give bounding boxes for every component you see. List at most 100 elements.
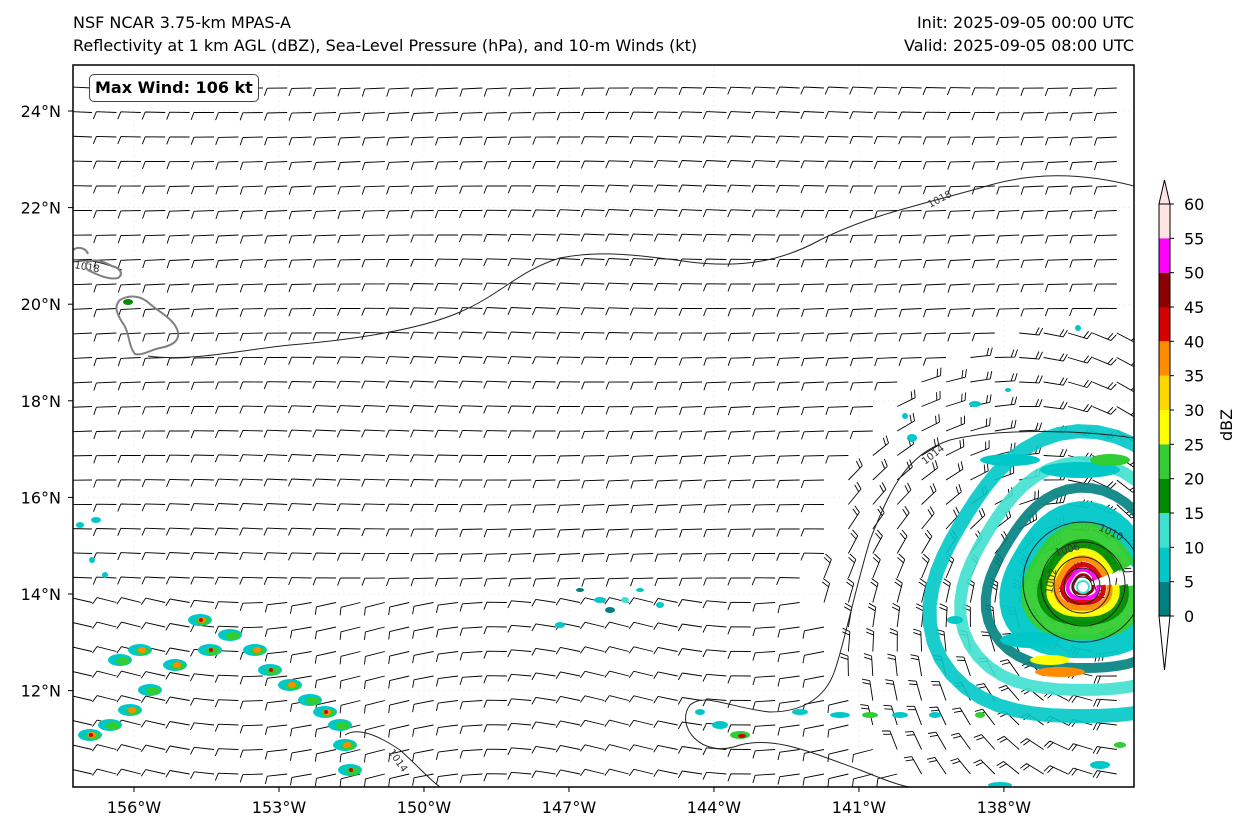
lat-tick-label: 22°N <box>21 199 61 218</box>
lon-tick-label: 138°W <box>977 798 1032 817</box>
colorbar-segment <box>1159 410 1170 445</box>
reflectivity-cell <box>712 721 728 729</box>
colorbar-segment <box>1159 204 1170 239</box>
colorbar-tick-label: 15 <box>1184 504 1204 523</box>
colorbar-tick-label: 35 <box>1184 367 1204 386</box>
reflectivity-cell <box>209 648 213 652</box>
reflectivity-cell <box>123 299 133 305</box>
reflectivity-cell <box>929 712 941 718</box>
isobar-1002 <box>1053 556 1111 614</box>
reflectivity-cell <box>343 742 351 748</box>
isobar-1010 <box>1022 521 1134 643</box>
colorbar-segment <box>1159 547 1170 582</box>
reflectivity-cell <box>1114 742 1126 748</box>
reflectivity-cell <box>253 647 261 653</box>
reflectivity-cell <box>902 413 908 419</box>
reflectivity-cell <box>91 517 101 523</box>
reflectivity-cell <box>1030 655 1070 665</box>
lat-tick-label: 14°N <box>21 585 61 604</box>
lat-tick-label: 24°N <box>21 102 61 121</box>
reflectivity-cell <box>621 597 629 603</box>
graticule <box>73 65 1134 787</box>
rainband <box>1071 573 1095 596</box>
lon-tick-label: 147°W <box>542 798 597 817</box>
isobar-label: 1002 <box>1044 568 1059 595</box>
colorbar-segment <box>1159 238 1170 273</box>
reflectivity-cell <box>1005 388 1011 392</box>
colorbar-segment <box>1159 444 1170 479</box>
isobar-1006 <box>1040 541 1126 627</box>
colorbar-tick-label: 50 <box>1184 264 1204 283</box>
rainband <box>1020 522 1134 640</box>
reflectivity-cell <box>988 782 1012 787</box>
hawaii-coastline <box>73 246 180 356</box>
rainband <box>980 482 1134 674</box>
isobar-1018-north <box>147 175 1134 359</box>
colorbar-tick-label: 55 <box>1184 229 1204 248</box>
lon-tick-label: 141°W <box>832 798 887 817</box>
reflectivity-cell <box>349 768 353 772</box>
colorbar-label: dBZ <box>1217 409 1236 441</box>
fields-title: Reflectivity at 1 km AGL (dBZ), Sea-Leve… <box>73 36 698 55</box>
rainband <box>999 501 1134 659</box>
reflectivity-cell <box>830 712 850 718</box>
colorbar-extend-top <box>1158 179 1171 205</box>
reflectivity-cell <box>324 710 328 714</box>
lon-tick-label: 144°W <box>687 798 742 817</box>
reflectivity-cell <box>288 682 296 688</box>
longitude-axis: 156°W 153°W 150°W 147°W 144°W 141°W 138°W <box>107 787 1031 817</box>
reflectivity-cell <box>1090 761 1110 769</box>
rainband <box>1065 567 1101 601</box>
reflectivity-cell <box>306 697 320 705</box>
reflectivity-cell <box>594 597 606 603</box>
reflectivity-cell <box>128 707 136 713</box>
valid-time: Valid: 2025-09-05 08:00 UTC <box>903 36 1134 55</box>
colorbar-tick-label: 10 <box>1184 538 1204 557</box>
reflectivity-cell <box>106 722 120 730</box>
reflectivity-cell <box>146 687 160 695</box>
reflectivity-cell <box>947 616 963 624</box>
sea-level-pressure-contours <box>73 175 1134 787</box>
reflectivity-cell <box>576 588 584 592</box>
colorbar-segment <box>1159 581 1170 616</box>
reflectivity-cell <box>892 712 908 718</box>
reflectivity-cell <box>346 767 360 775</box>
colorbar-tick-label: 20 <box>1184 470 1204 489</box>
reflectivity-cell <box>1035 667 1085 677</box>
colorbar-extend-bottom <box>1158 615 1171 671</box>
map-background <box>73 65 1134 787</box>
coast-molokai <box>73 246 89 255</box>
isobar-inner-2 <box>1071 576 1093 598</box>
colorbar-segment <box>1159 307 1170 342</box>
lat-tick-label: 12°N <box>21 682 61 701</box>
lat-tick-label: 18°N <box>21 392 61 411</box>
reflectivity-cell <box>89 733 93 737</box>
reflectivity-cell <box>555 622 565 628</box>
reflectivity-cell <box>907 434 917 442</box>
colorbar-segment <box>1159 375 1170 410</box>
colorbar-tick-label: 45 <box>1184 298 1204 317</box>
reflectivity-cell <box>1000 632 1060 648</box>
lon-tick-label: 156°W <box>107 798 162 817</box>
rainband <box>1059 561 1107 605</box>
init-time: Init: 2025-09-05 00:00 UTC <box>916 13 1134 32</box>
colorbar-tick-label: 5 <box>1184 573 1194 592</box>
colorbar-segment <box>1159 513 1170 548</box>
colorbar-tick-label: 30 <box>1184 401 1204 420</box>
reflectivity-cell <box>199 618 203 622</box>
lon-tick-label: 153°W <box>252 798 307 817</box>
lat-tick-label: 16°N <box>21 488 61 507</box>
colorbar-segment <box>1159 478 1170 513</box>
reflectivity-cell <box>975 712 985 718</box>
reflectivity-cell <box>792 709 808 715</box>
reflectivity-cell <box>1090 454 1130 466</box>
reflectivity-cell <box>738 734 746 738</box>
reflectivity-cell <box>269 668 273 672</box>
reflectivity-cell <box>266 667 280 675</box>
colorbar-tick-label: 0 <box>1184 607 1194 626</box>
reflectivity-cell <box>206 647 220 655</box>
reflectivity-cell <box>116 657 130 665</box>
reflectivity-cell <box>102 572 108 578</box>
colorbar-tick-label: 40 <box>1184 332 1204 351</box>
colorbar-tick-label: 60 <box>1184 195 1204 214</box>
